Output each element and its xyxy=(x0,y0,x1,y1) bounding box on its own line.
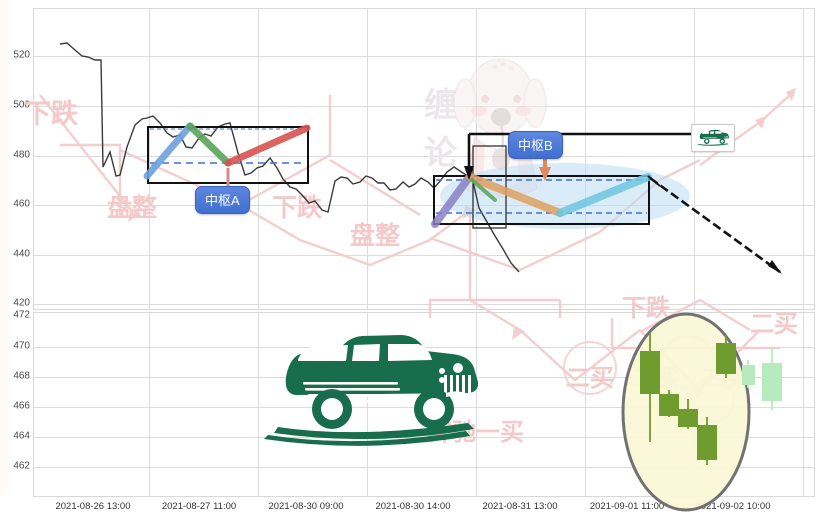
pivot-b-label[interactable]: 中枢B xyxy=(508,131,563,159)
y-tick-main-4: 440 xyxy=(13,248,30,260)
y-tick-sub-5: 462 xyxy=(13,460,30,472)
left-edge-strip xyxy=(0,0,14,495)
x-tick-5: 2021-09-01 11:00 xyxy=(589,501,665,512)
x-tick-2: 2021-08-30 09:00 xyxy=(268,501,344,512)
y-tick-sub-0: 472 xyxy=(13,309,30,321)
watermark-text-10: 下跌 xyxy=(622,294,670,322)
watermark-text-5: 奔驰一买 xyxy=(428,418,524,446)
y-tick-main-1: 500 xyxy=(13,99,30,111)
y-tick-sub-3: 466 xyxy=(13,400,30,412)
x-tick-3: 2021-08-30 14:00 xyxy=(375,501,451,512)
jeep-icon xyxy=(697,129,729,146)
x-tick-1: 2021-08-27 11:00 xyxy=(161,501,237,512)
y-tick-main-5: 420 xyxy=(13,297,30,309)
pivot-a-label[interactable]: 中枢A xyxy=(195,186,250,214)
watermark-text-2: 下跌 xyxy=(272,193,323,222)
watermark-text-7: 二买 xyxy=(632,364,680,392)
watermark-text-3: 盘整 xyxy=(350,221,401,250)
x-tick-0: 2021-08-26 13:00 xyxy=(55,501,131,512)
y-tick-sub-1: 470 xyxy=(13,340,30,352)
watermark-text-8: 二买 xyxy=(700,364,748,392)
brand-watermark-text: 缠论 xyxy=(424,85,507,172)
y-tick-main-0: 520 xyxy=(13,49,30,61)
watermark-text-9: 二买 xyxy=(750,310,798,338)
y-tick-sub-2: 468 xyxy=(13,370,30,382)
y-tick-main-3: 460 xyxy=(13,198,30,210)
watermark-text-1: 盘整 xyxy=(107,193,158,222)
x-tick-6: 2021-09-02 10:00 xyxy=(695,501,771,512)
jeep-badge-box[interactable] xyxy=(691,124,735,152)
x-tick-4: 2021-08-31 13:00 xyxy=(482,501,558,512)
watermark-text-6: 二买 xyxy=(566,364,614,392)
watermark-text-4: 下跌 xyxy=(374,364,422,392)
volume-panel xyxy=(33,312,815,497)
watermark-text-0: 下跌 xyxy=(24,99,78,130)
y-tick-sub-4: 464 xyxy=(13,430,30,442)
y-tick-main-2: 480 xyxy=(13,149,30,161)
